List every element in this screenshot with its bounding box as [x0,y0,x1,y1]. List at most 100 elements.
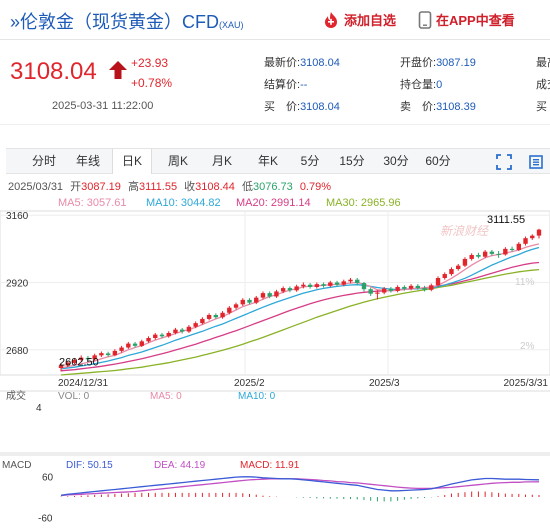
ma-legend-item: MA5: 3057.61 [58,197,127,209]
candle-body [85,357,91,360]
quote-field: 持仓量:0 [400,76,442,92]
kline-chart-area[interactable]: 2025/03/31 开3087.19 高3111.55 收3108.44 低3… [0,175,550,530]
candle-body [193,323,198,327]
quote-field-value: 3108.04 [300,101,340,113]
candle-body [435,278,441,286]
quote-field: 最高 [536,54,550,70]
add-watchlist-button[interactable]: 添加自选 [322,10,396,29]
quote-field-label: 成交 [536,79,550,91]
candle-body [355,279,360,284]
title-main: 伦敦金（现货黄金）CFD [20,12,220,32]
candle-body [179,329,185,332]
ma-legend: MA5: 3057.61 MA10: 3044.82 MA20: 2991.14 MA… [58,197,401,209]
volume-ma10: MA10: 0 [238,391,276,402]
candle-body [206,315,212,319]
candle-body [233,304,239,308]
quote-field: 买 价:3108.04 [264,98,340,114]
divider [0,124,550,125]
candle-body [408,285,414,289]
candle-body [105,353,111,356]
min-label: 2602.50 [59,356,99,368]
max-label: 3111.55 [487,214,525,226]
candle-body [280,288,286,292]
up-arrow-icon [109,61,127,79]
tab-5[interactable]: 年K [257,154,278,168]
candle-body [126,343,131,348]
x-tick-label: 2025/3 [369,378,400,389]
tab-4[interactable]: 月K [211,154,232,168]
tab-7[interactable]: 15分 [339,154,365,168]
candle-body [301,284,306,287]
candle-body [294,286,299,291]
candle-body [388,288,394,291]
volume-title: 成交 [6,389,26,402]
y-tick-label: 2920 [6,278,29,289]
add-watchlist-label: 添加自选 [344,13,397,28]
quote-field-label: 买 价: [264,101,301,113]
candle-body [462,258,468,266]
quote-field-label: 结算价: [264,79,301,91]
price-change: +23.93 [131,56,169,70]
candle-body [153,334,158,338]
candle-body [496,253,501,255]
candle-body [287,288,293,291]
tab-3[interactable]: 周K [167,154,188,168]
period-tabs: 分时 年线 日K 周K 月K 年K 5分 15分 30分 60分 [6,148,550,174]
fire-icon [325,11,337,28]
tab-0[interactable]: 分时 [31,154,56,168]
ma-legend-item: MA10: 3044.82 [146,197,221,209]
y-tick-label: 2680 [6,346,29,357]
ma30-line [60,268,540,376]
last-price: 3108.04 [10,58,97,85]
candle-body [132,343,138,346]
candle-body [274,291,279,297]
candle-body [260,293,266,298]
ma-legend-item: MA20: 2991.14 [236,197,311,209]
candle-body [456,265,461,270]
price-frame [0,210,550,376]
price-change-pct: +0.78% [131,76,173,90]
macd-y-tick: 60 [42,472,54,483]
volume-ma5: MA5: 0 [150,391,182,402]
macd-dea: DEA: 44.19 [154,460,206,471]
candle-body [314,284,320,287]
candle-body [368,289,373,294]
tab-1[interactable]: 年线 [75,154,100,168]
macd-plot: MACD DIF: 50.15 DEA: 44.19 MACD: 11.91 60 -60 [0,454,550,525]
candle-body [509,248,515,250]
candle-body [523,238,528,244]
settings-icon[interactable] [528,154,544,170]
candle-body [112,350,118,356]
quote-field-label: 开盘价: [400,57,437,69]
quote-field-value: 3108.04 [300,57,340,69]
candle-body [415,285,421,289]
candle-body [159,334,165,337]
open-app-label: 在APP中查看 [436,13,515,28]
candle-body [65,362,70,366]
quote-field: 卖 价:3108.39 [400,98,476,114]
candle-body [429,285,434,290]
candle-body [361,283,367,290]
candle-body [381,288,387,293]
candle-body [139,341,144,346]
macd-value: MACD: 11.91 [240,460,300,471]
candle-body [469,255,474,259]
candle-body [267,293,272,297]
watermark: 新浪财经 [440,224,490,238]
quote-field-label: 卖 价: [400,101,437,113]
candle-body [341,281,346,285]
tab-8[interactable]: 30分 [383,154,409,168]
ma20-line [60,261,540,372]
open-app-button[interactable]: 在APP中查看 [418,10,515,29]
tab-2[interactable]: 日K [112,149,152,174]
candle-body [254,297,259,303]
candle-body [503,248,508,255]
tab-9[interactable]: 60分 [425,154,451,168]
quote-field-value: 3108.39 [436,101,476,113]
quote-field-value: 0 [436,79,443,91]
quote-field: 结算价:-- [264,76,307,92]
fullscreen-icon[interactable] [496,154,512,170]
candle-body [536,229,542,236]
tab-6[interactable]: 5分 [300,154,320,168]
